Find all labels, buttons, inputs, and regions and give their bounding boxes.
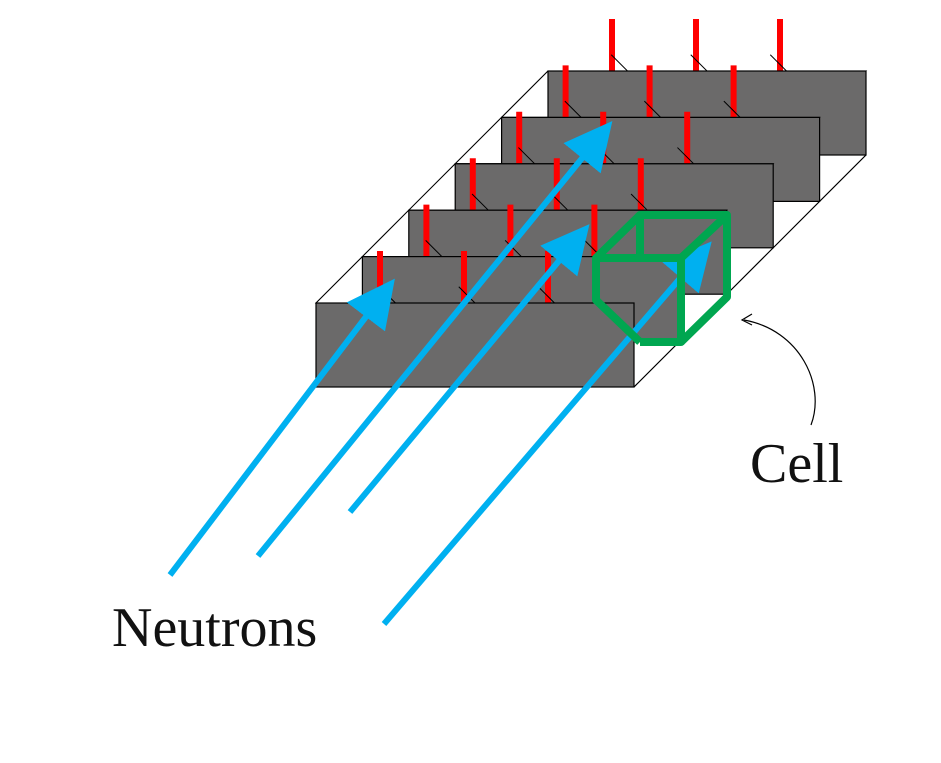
- neutron-tracks: [167, 121, 712, 626]
- neutron-track: [167, 278, 395, 577]
- cell-divider: [504, 240, 522, 257]
- cell-divider: [769, 54, 787, 72]
- neutron-track: [255, 121, 613, 558]
- neutron-track: [347, 224, 590, 514]
- cell-divider: [610, 54, 628, 72]
- side-edge: [819, 154, 867, 202]
- cell-divider: [564, 100, 582, 118]
- side-edge: [726, 247, 774, 295]
- cell-divider: [537, 286, 555, 304]
- detector-rows: [314, 19, 868, 388]
- cell-pointer-arrow: [743, 319, 816, 426]
- cell-divider: [471, 193, 489, 211]
- cell-divider: [644, 100, 661, 118]
- side-edge: [633, 340, 681, 388]
- cell-divider: [425, 240, 443, 257]
- cell-divider: [677, 147, 695, 165]
- cell-divider: [723, 100, 741, 118]
- side-edge: [772, 201, 820, 249]
- cell-highlight: [592, 211, 731, 346]
- cell-label: Cell: [750, 433, 844, 495]
- cell-divider: [630, 193, 648, 211]
- cell-top-edge: [678, 212, 730, 261]
- cell-pointer-arrowhead: [740, 313, 753, 326]
- cell-divider: [518, 147, 536, 165]
- cell-divider: [690, 54, 708, 72]
- neutron-track: [381, 241, 712, 626]
- neutrons-label: Neutrons: [112, 597, 318, 659]
